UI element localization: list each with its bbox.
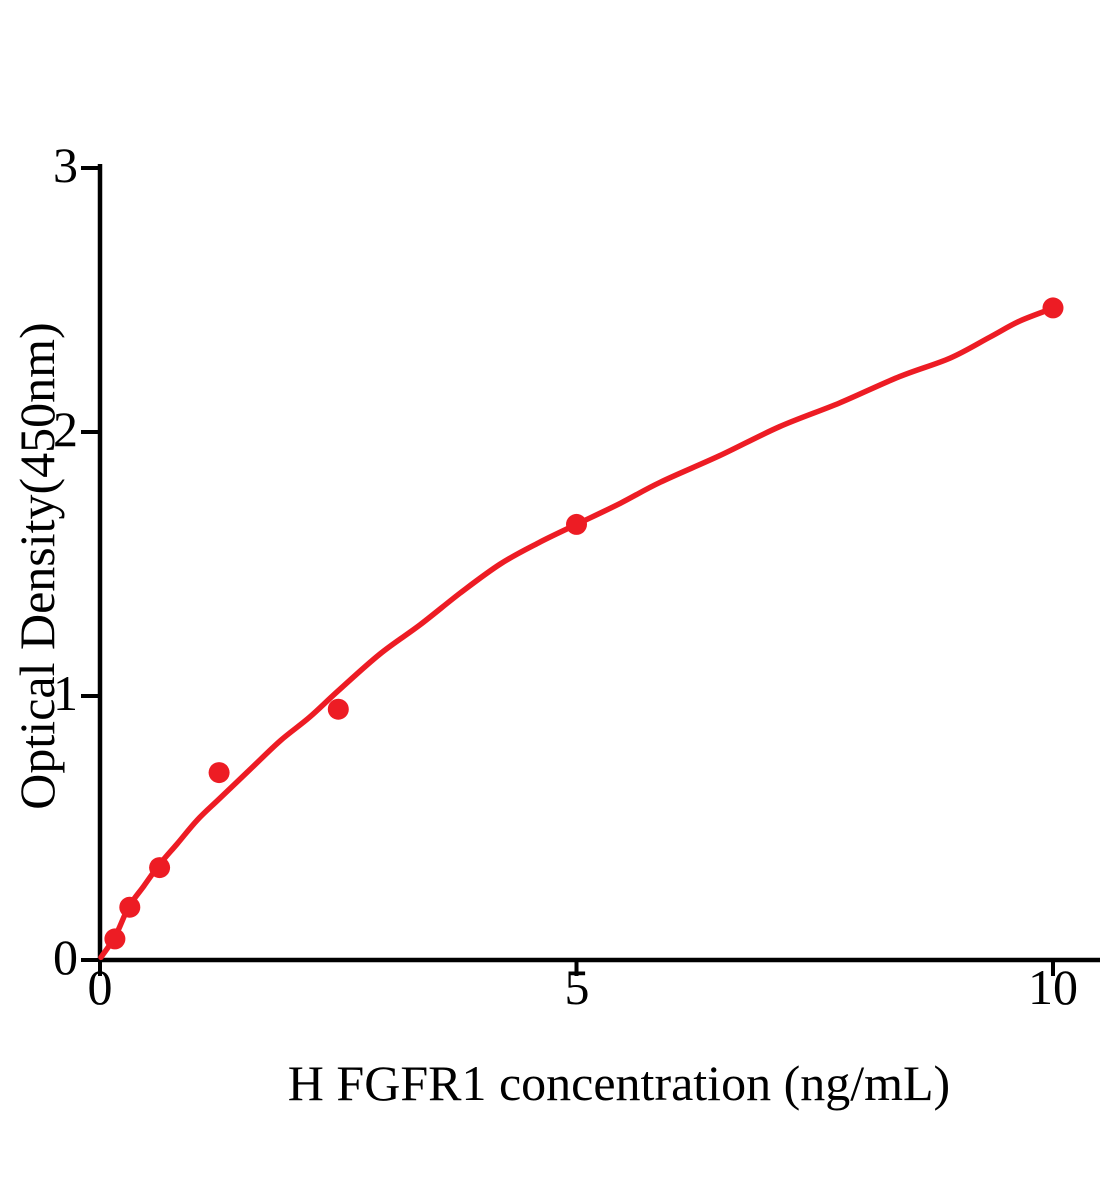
data-point	[327, 698, 349, 720]
x-axis-title: H FGFR1 concentration (ng/mL)	[287, 1055, 951, 1111]
x-tick-label-0: 0	[87, 959, 113, 1015]
fit-curve	[98, 305, 1057, 961]
data-point	[119, 896, 141, 918]
data-point	[149, 857, 171, 879]
y-tick-label-0: 0	[53, 929, 78, 985]
data-point	[208, 762, 230, 784]
data-point	[566, 513, 587, 535]
y-tick-label-1: 1	[53, 665, 78, 721]
y-tick-label-3: 3	[53, 137, 78, 193]
data-point	[104, 928, 126, 950]
y-tick-label-2: 2	[53, 401, 78, 457]
y-axis-title: Optical Density(450nm)	[9, 322, 65, 810]
x-tick-label-5: 5	[564, 959, 590, 1015]
x-tick-label-10: 10	[1028, 959, 1078, 1015]
data-point	[1042, 297, 1064, 319]
